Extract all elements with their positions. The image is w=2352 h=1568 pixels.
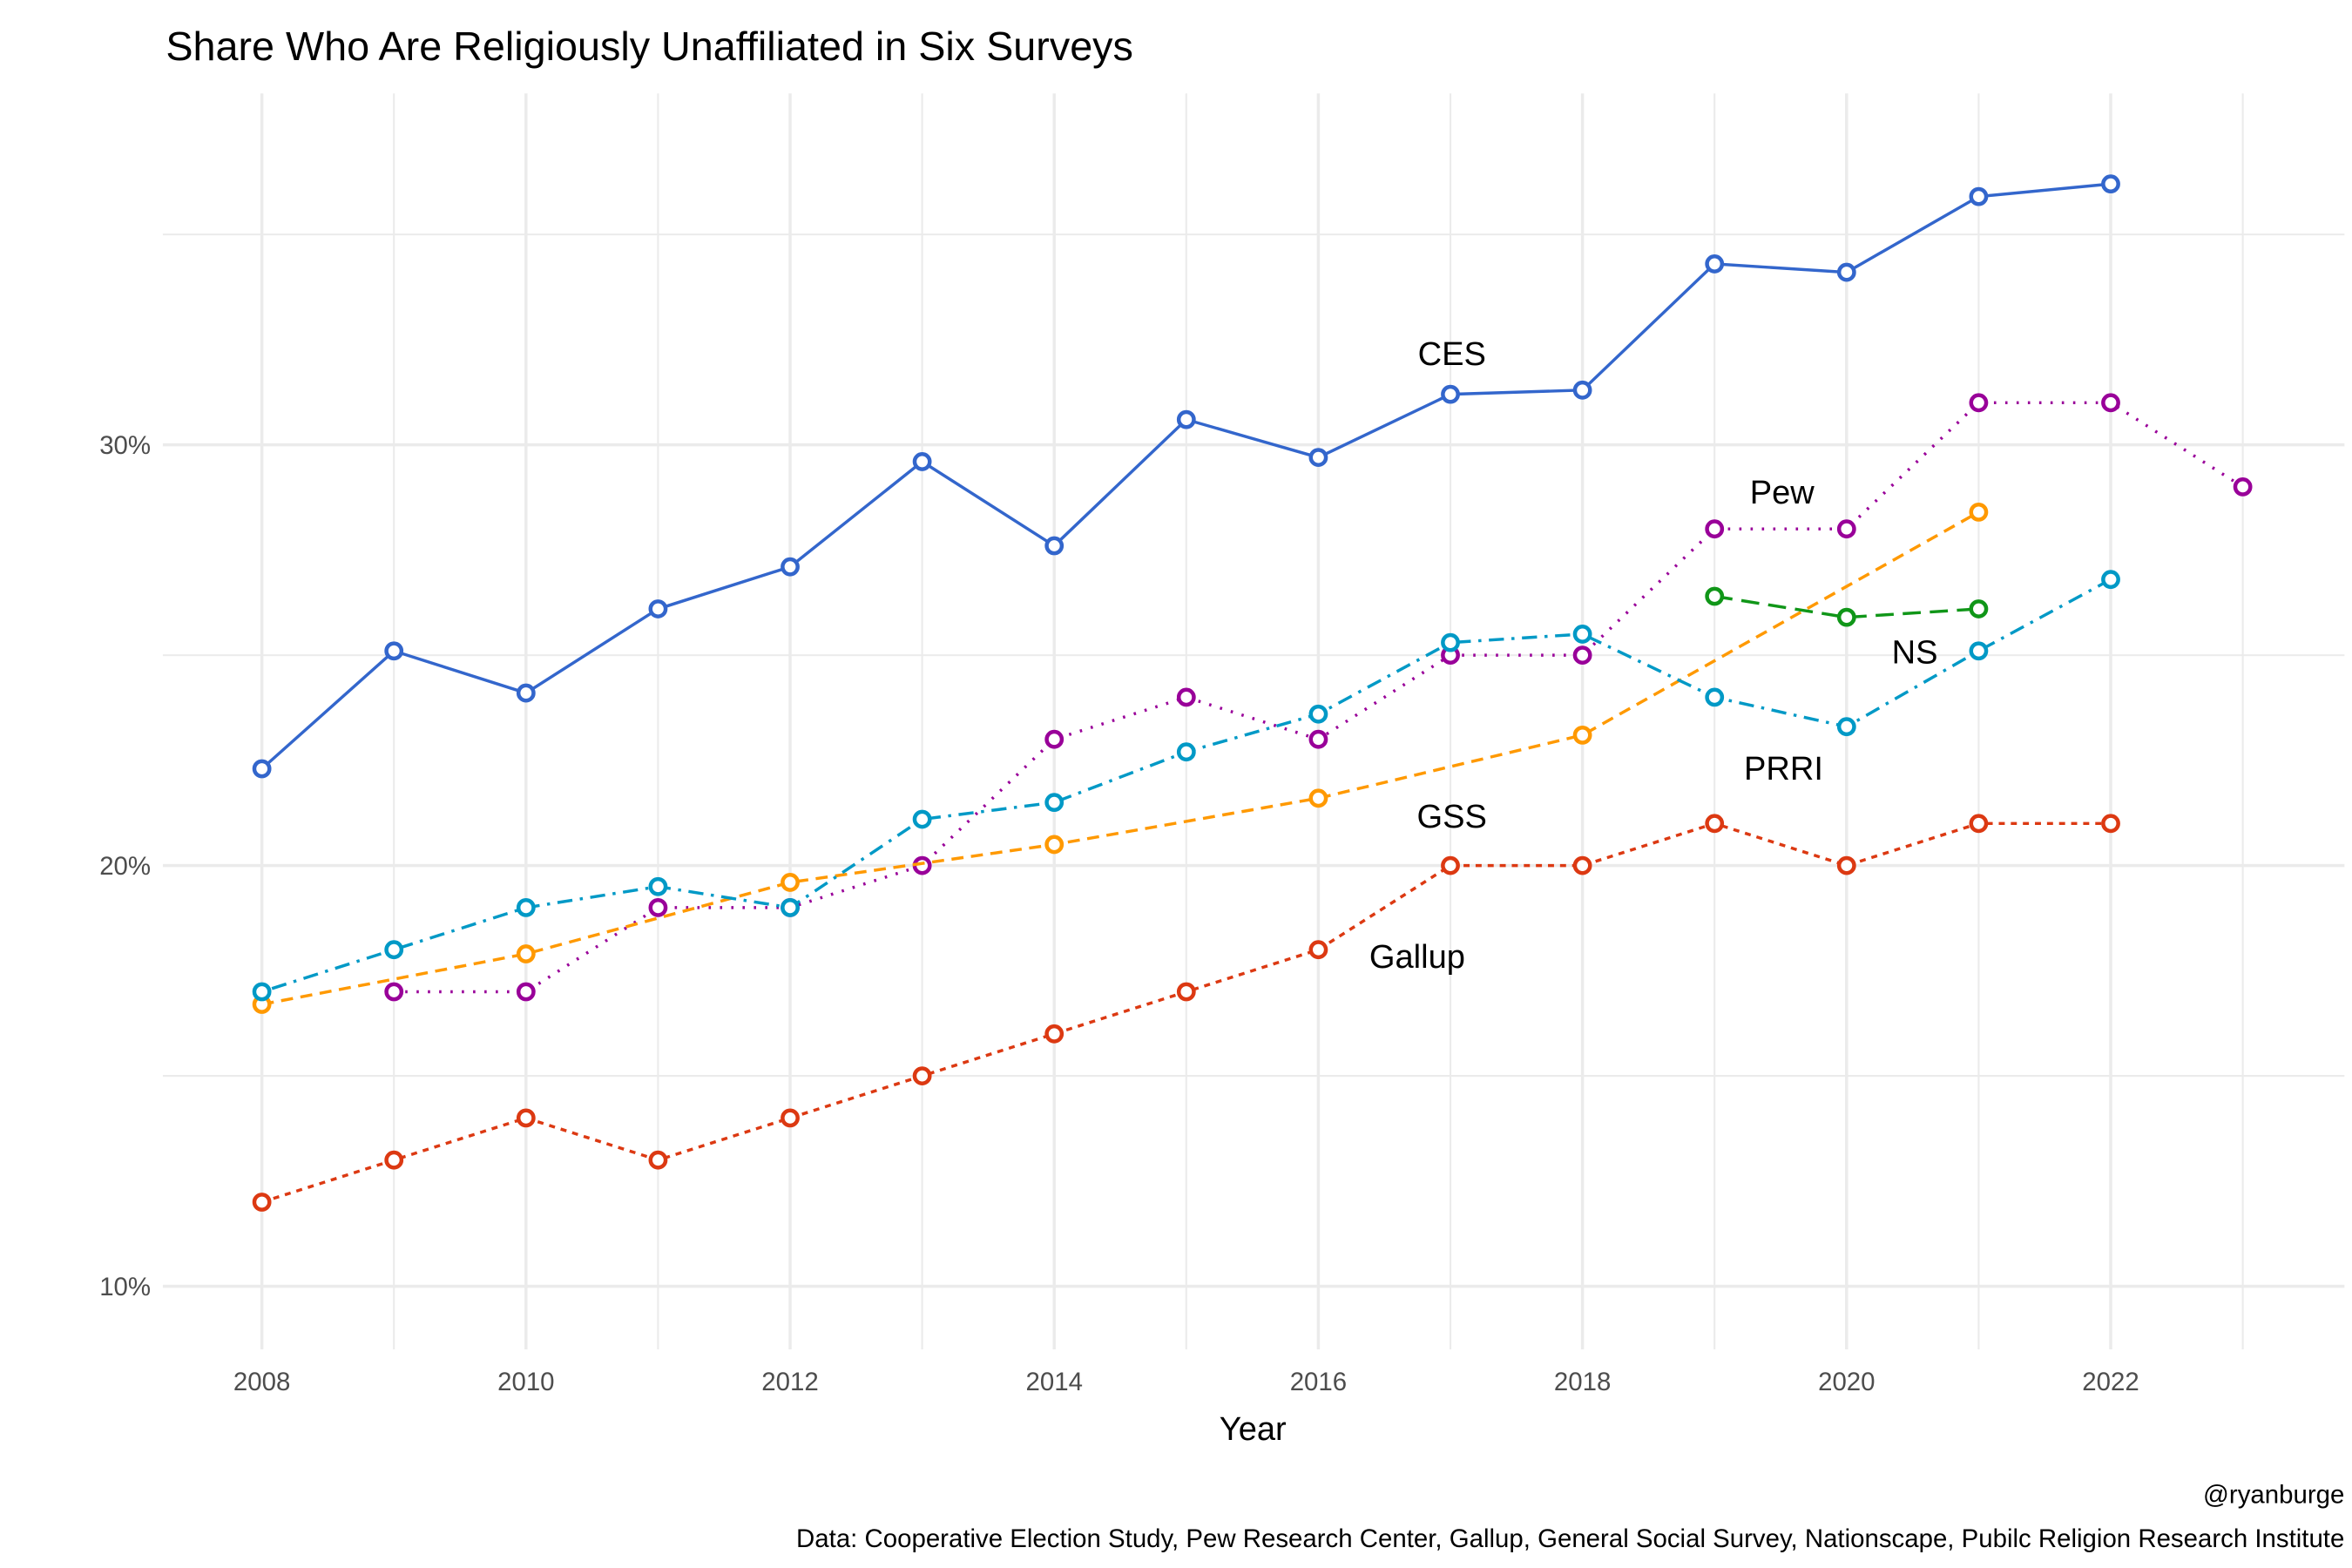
data-point-pew bbox=[1705, 519, 1725, 539]
data-point-pew bbox=[2101, 393, 2120, 413]
gridlines bbox=[162, 93, 2345, 1350]
data-point-ces bbox=[1176, 409, 1196, 429]
data-point-pew bbox=[1836, 519, 1856, 539]
data-point-ces bbox=[516, 683, 536, 703]
data-point-ces bbox=[1308, 448, 1328, 467]
data-point-gallup bbox=[1308, 940, 1328, 960]
data-point-gallup bbox=[1441, 855, 1460, 875]
data-point-gallup bbox=[912, 1066, 932, 1085]
caption-handle: @ryanburge bbox=[2203, 1481, 2344, 1510]
data-point-gallup bbox=[1969, 814, 1989, 834]
x-tick-label: 2008 bbox=[233, 1368, 290, 1396]
data-point-prri bbox=[252, 982, 272, 1002]
data-point-gss bbox=[1969, 502, 1989, 522]
data-point-gss bbox=[781, 873, 800, 892]
data-point-ces bbox=[1572, 380, 1592, 400]
y-tick-label: 30% bbox=[99, 431, 151, 460]
data-point-gallup bbox=[1705, 814, 1725, 834]
series-label-gallup: Gallup bbox=[1369, 939, 1465, 976]
data-point-pew bbox=[1572, 645, 1592, 666]
data-point-ces bbox=[1836, 262, 1856, 282]
series-line-gss bbox=[261, 510, 1980, 1006]
data-point-ces bbox=[1441, 384, 1460, 404]
data-point-prri bbox=[516, 897, 536, 917]
data-point-gallup bbox=[648, 1150, 668, 1170]
x-tick-label: 2010 bbox=[497, 1368, 554, 1396]
data-point-pew bbox=[648, 897, 668, 917]
series-label-ces: CES bbox=[1418, 336, 1486, 373]
y-tick-label: 10% bbox=[99, 1273, 151, 1301]
data-point-ces bbox=[2101, 174, 2120, 194]
data-point-gallup bbox=[384, 1150, 404, 1170]
data-point-prri bbox=[1441, 632, 1460, 652]
x-tick-label: 2014 bbox=[1026, 1368, 1083, 1396]
data-point-pew bbox=[384, 982, 404, 1002]
data-point-prri bbox=[1705, 687, 1725, 707]
series-label-prri: PRRI bbox=[1744, 751, 1823, 787]
x-tick-label: 2016 bbox=[1290, 1368, 1347, 1396]
data-point-gallup bbox=[516, 1108, 536, 1128]
data-point-pew bbox=[2233, 477, 2253, 497]
data-point-prri bbox=[1308, 704, 1328, 724]
data-point-gallup bbox=[252, 1193, 272, 1212]
tick-labels: 2008 2010 2012 2014 2016 2018 2020 2022 10% 20% 30… bbox=[99, 431, 2139, 1396]
x-tick-label: 2012 bbox=[761, 1368, 818, 1396]
data-point-prri bbox=[781, 897, 800, 917]
data-point-gallup bbox=[781, 1108, 800, 1128]
data-point-ces bbox=[384, 641, 404, 661]
data-point-pew bbox=[1969, 393, 1989, 413]
series-label-ns: NS bbox=[1892, 635, 1938, 672]
data-point-gallup bbox=[2101, 814, 2120, 834]
data-point-prri bbox=[1572, 625, 1592, 644]
data-point-pew bbox=[1308, 729, 1328, 749]
data-point-ces bbox=[1969, 186, 1989, 206]
data-point-gss bbox=[1044, 835, 1064, 855]
data-point-prri bbox=[1836, 717, 1856, 737]
data-point-gss bbox=[1308, 788, 1328, 808]
series-label-gss: GSS bbox=[1417, 799, 1487, 835]
data-point-ces bbox=[1705, 254, 1725, 274]
data-point-prri bbox=[1176, 742, 1196, 762]
data-point-pew bbox=[1176, 687, 1196, 707]
data-point-gallup bbox=[1044, 1024, 1064, 1044]
data-point-ns bbox=[1836, 607, 1856, 627]
data-point-ces bbox=[252, 759, 272, 779]
x-tick-label: 2018 bbox=[1554, 1368, 1611, 1396]
series-line-ns bbox=[1713, 594, 1979, 619]
x-axis-label: Year bbox=[1220, 1411, 1287, 1448]
data-point-gss bbox=[1572, 725, 1592, 745]
data-point-prri bbox=[2101, 570, 2120, 590]
chart-title: Share Who Are Religiously Unaffiliated i… bbox=[166, 24, 1133, 69]
data-point-prri bbox=[912, 809, 932, 829]
data-point-ns bbox=[1969, 599, 1989, 618]
series-labels: CES Pew GSS PRRI NS Gallup bbox=[1369, 336, 1938, 976]
data-point-gallup bbox=[1572, 855, 1592, 875]
data-point-ces bbox=[1044, 536, 1064, 556]
data-point-ns bbox=[1705, 586, 1725, 606]
x-tick-label: 2020 bbox=[1818, 1368, 1875, 1396]
data-point-gallup bbox=[1176, 982, 1196, 1002]
data-point-prri bbox=[384, 940, 404, 960]
y-tick-label: 20% bbox=[99, 852, 151, 881]
caption-source: Data: Cooperative Election Study, Pew Re… bbox=[796, 1524, 2344, 1553]
data-point-ces bbox=[648, 599, 668, 618]
data-point-gss bbox=[516, 944, 536, 963]
data-point-ces bbox=[912, 452, 932, 471]
data-point-prri bbox=[1044, 793, 1064, 813]
data-point-gallup bbox=[1836, 855, 1856, 875]
x-tick-label: 2022 bbox=[2082, 1368, 2139, 1396]
data-point-prri bbox=[648, 876, 668, 896]
data-point-pew bbox=[516, 982, 536, 1002]
series-layer bbox=[252, 174, 2253, 1212]
data-point-ces bbox=[781, 557, 800, 577]
data-point-prri bbox=[1969, 641, 1989, 661]
series-label-pew: Pew bbox=[1750, 475, 1815, 511]
data-point-pew bbox=[1044, 729, 1064, 749]
